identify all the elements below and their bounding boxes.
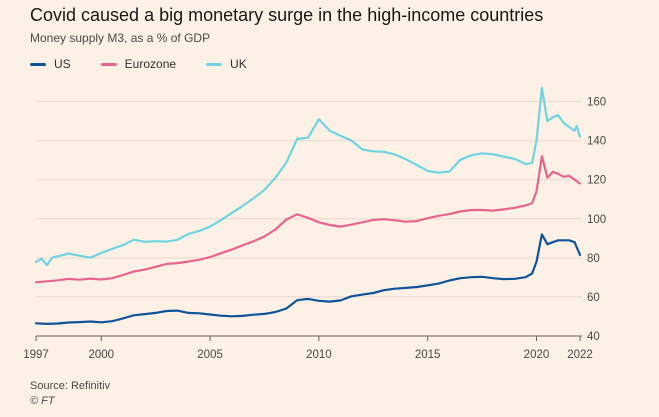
y-tick-label-60: 60 [587, 292, 600, 304]
y-tick-label-160: 160 [587, 97, 606, 109]
x-tick-label-2022: 2022 [567, 349, 593, 361]
y-tick-label-100: 100 [587, 214, 606, 226]
y-tick-label-120: 120 [587, 175, 606, 187]
x-tick-label-1997: 1997 [23, 349, 49, 361]
series-line-eurozone [34, 155, 582, 284]
x-axis: 1997 2000 2005 2010 2015 2020 2022 [23, 335, 593, 361]
legend-swatch-us [30, 62, 46, 66]
legend-item-eurozone: Eurozone [100, 57, 177, 71]
series-line-uk [34, 86, 582, 267]
chart-subtitle: Money supply M3, as a % of GDP [30, 31, 211, 45]
legend: US Eurozone UK [30, 55, 277, 73]
x-tick-label-2000: 2000 [88, 349, 114, 361]
y-axis: 40 60 80 100 120 140 160 [587, 97, 606, 343]
legend-swatch-uk [206, 62, 223, 66]
series-line-us [34, 233, 582, 325]
series-lines [34, 86, 582, 325]
legend-label-us: US [54, 57, 71, 71]
x-tick-label-2005: 2005 [197, 349, 223, 361]
y-tick-label-40: 40 [587, 331, 600, 343]
legend-label-uk: UK [230, 57, 247, 71]
chart-title: Covid caused a big monetary surge in the… [30, 5, 544, 25]
x-tick-label-2010: 2010 [306, 349, 332, 361]
gridlines [36, 101, 582, 298]
legend-label-eurozone: Eurozone [124, 57, 177, 71]
x-tick-label-2015: 2015 [415, 349, 441, 361]
source-note: Source: Refinitiv [30, 380, 111, 392]
x-tick-label-2020: 2020 [524, 349, 550, 361]
copyright-note: © FT [30, 395, 55, 407]
y-tick-label-80: 80 [587, 253, 600, 265]
legend-swatch-eurozone [100, 62, 117, 66]
y-tick-label-140: 140 [587, 136, 606, 148]
legend-item-us: US [30, 57, 71, 71]
legend-item-uk: UK [206, 57, 247, 71]
